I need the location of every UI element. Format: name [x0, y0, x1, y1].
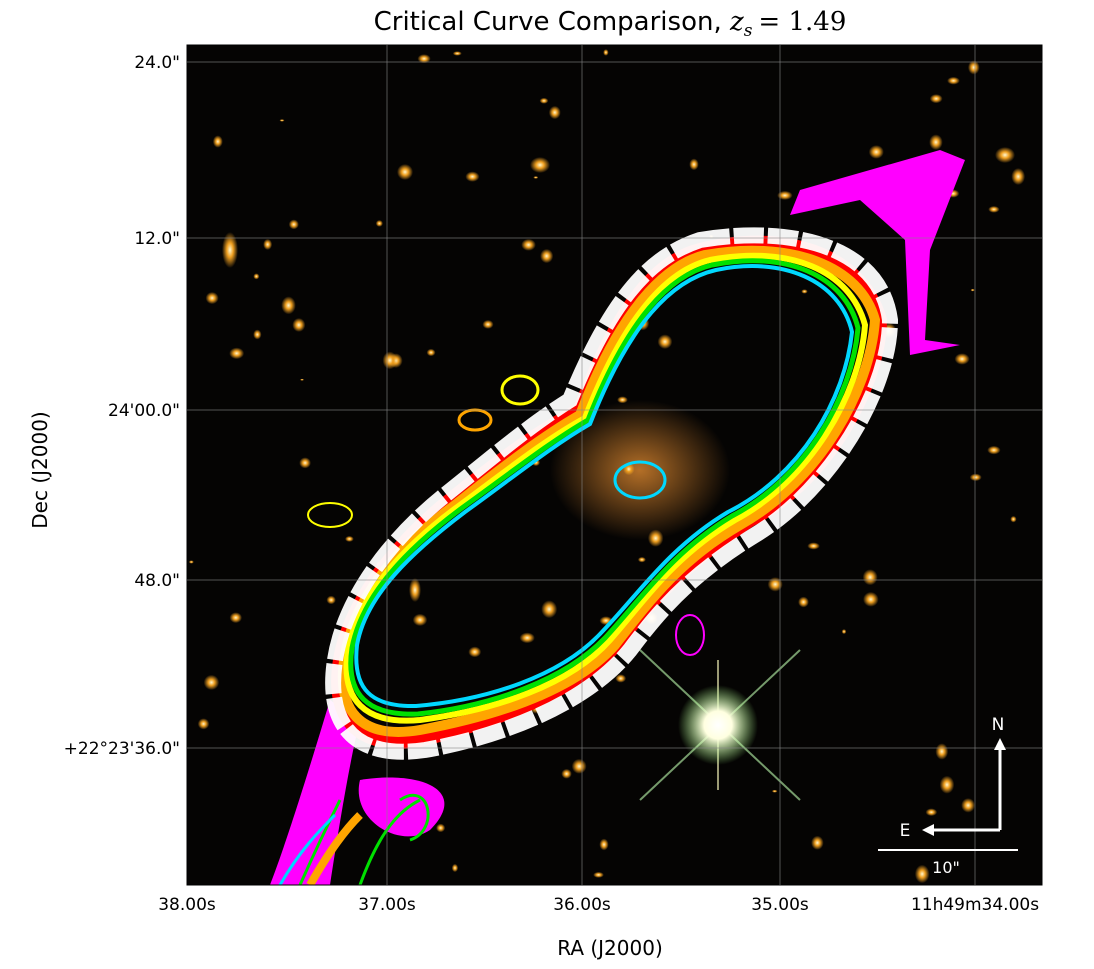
galaxy: [451, 863, 459, 873]
galaxy: [188, 560, 194, 564]
galaxy: [603, 49, 609, 56]
galaxy: [657, 334, 673, 349]
galaxy: [541, 600, 558, 619]
x-tick-label: 38.00s: [158, 895, 216, 915]
galaxy: [533, 176, 539, 179]
galaxy: [988, 205, 1000, 213]
galaxy: [540, 248, 554, 264]
galaxy: [279, 119, 285, 122]
galaxy: [299, 457, 311, 469]
galaxy: [969, 473, 982, 482]
galaxy: [426, 348, 436, 357]
galaxy: [539, 97, 549, 104]
galaxy: [939, 775, 955, 794]
scale-label: 10": [932, 858, 960, 877]
galaxy: [1010, 515, 1017, 523]
galaxy: [417, 54, 431, 64]
y-tick-label: 24'00.0": [108, 401, 180, 421]
galaxy: [229, 612, 242, 624]
galaxy: [253, 329, 262, 340]
galaxy: [468, 646, 482, 658]
galaxy: [914, 864, 930, 884]
galaxy: [929, 134, 943, 151]
galaxy: [777, 190, 793, 200]
galaxy: [292, 317, 306, 332]
galaxy: [229, 347, 245, 360]
galaxy: [530, 157, 550, 173]
galaxy: [925, 808, 938, 817]
galaxy: [197, 718, 210, 730]
galaxy: [412, 613, 428, 627]
galaxy: [771, 789, 778, 793]
galaxy: [947, 76, 960, 85]
galaxy: [561, 768, 572, 779]
galaxy: [212, 135, 223, 148]
y-axis-label: Dec (J2000): [28, 411, 52, 528]
x-tick-label: 35.00s: [751, 895, 809, 915]
galaxy: [811, 835, 824, 850]
galaxy: [465, 171, 480, 182]
galaxy: [375, 219, 383, 227]
galaxy: [689, 158, 699, 171]
galaxy: [637, 556, 646, 563]
galaxy: [482, 319, 494, 329]
galaxy: [409, 578, 421, 602]
galaxy: [954, 353, 970, 365]
galaxy: [288, 219, 299, 230]
galaxy: [203, 674, 220, 691]
compass: N E 10": [878, 715, 1018, 877]
galaxy: [205, 291, 219, 305]
north-label: N: [992, 715, 1005, 735]
x-tick-label: 37.00s: [358, 895, 416, 915]
galaxy: [593, 871, 604, 878]
galaxy: [519, 632, 535, 644]
y-tick-label: 24.0": [134, 53, 180, 73]
galaxy: [617, 396, 628, 404]
galaxy: [326, 595, 336, 605]
galaxy: [548, 105, 561, 120]
galaxy: [397, 164, 413, 180]
galaxy: [521, 238, 536, 251]
y-tick-label: 48.0": [134, 571, 180, 591]
galaxy: [807, 542, 820, 550]
galaxy: [436, 823, 446, 833]
galaxy: [862, 569, 878, 586]
galaxy: [868, 145, 884, 159]
galaxy: [300, 378, 305, 381]
galaxy: [798, 596, 809, 608]
galaxy: [841, 629, 847, 635]
galaxy: [345, 535, 354, 542]
galaxy: [929, 94, 943, 104]
x-axis-label: RA (J2000): [557, 936, 663, 960]
bright-star: [639, 649, 801, 801]
east-label: E: [900, 821, 911, 841]
galaxy: [253, 273, 260, 280]
y-tick-label: +22°23'36.0": [64, 739, 180, 759]
galaxy: [970, 288, 975, 292]
galaxy: [801, 289, 808, 294]
galaxy: [767, 577, 783, 592]
galaxy: [263, 238, 273, 250]
galaxy: [995, 147, 1015, 163]
x-tick-label: 11h49m34.00s: [911, 895, 1039, 915]
galaxy: [222, 232, 238, 268]
galaxy: [382, 351, 398, 370]
galaxy: [281, 296, 296, 315]
title: Critical Curve Comparison, zs = 1.49: [374, 7, 847, 41]
galaxy: [967, 60, 980, 75]
galaxy: [863, 591, 879, 607]
x-tick-label: 36.00s: [553, 895, 611, 915]
y-tick-label: 12.0": [134, 229, 180, 249]
galaxy: [1011, 168, 1026, 186]
galaxy: [961, 798, 976, 813]
galaxy: [599, 838, 609, 851]
galaxy: [647, 529, 664, 547]
galaxy: [935, 743, 949, 760]
galaxy: [452, 51, 462, 56]
galaxy: [987, 445, 1001, 455]
galaxy: [571, 758, 587, 774]
galaxy: [615, 674, 627, 683]
image: [187, 45, 1042, 885]
